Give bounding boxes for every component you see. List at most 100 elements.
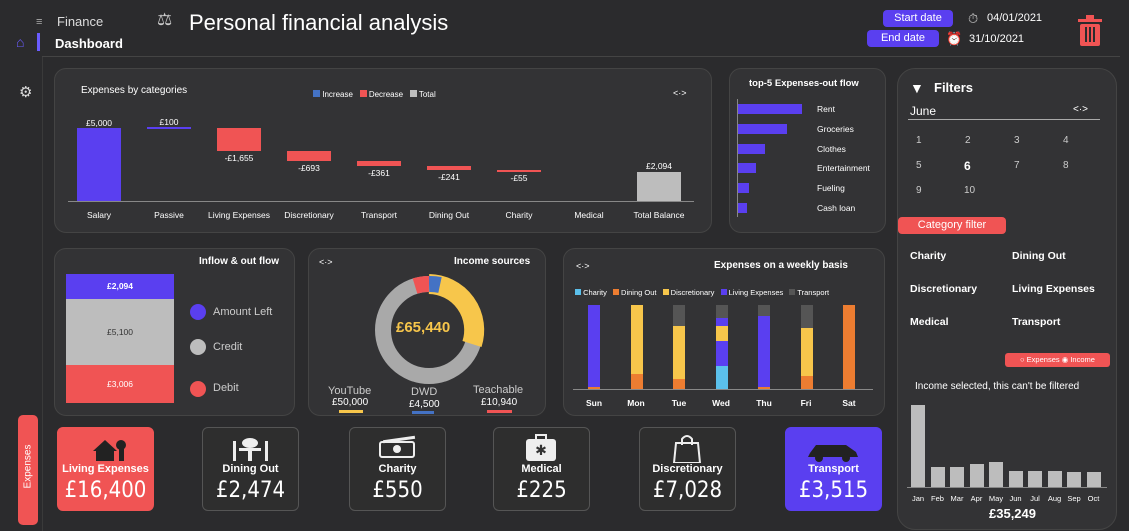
- month-bar: [989, 462, 1003, 487]
- weekly-bar-segment: [588, 386, 600, 389]
- top5-bar: [738, 124, 787, 134]
- month-nav-icon[interactable]: <·>: [1073, 104, 1089, 115]
- filters-title: Filters: [934, 80, 974, 95]
- card-living-expenses[interactable]: Living Expenses £16,400: [57, 427, 154, 511]
- month-label: Jul: [1030, 494, 1040, 503]
- home-icon[interactable]: ⌂: [16, 34, 25, 50]
- month-bar: [950, 467, 964, 487]
- month-bar: [930, 467, 945, 487]
- header-divider: [42, 56, 1120, 57]
- wl-charity: Charity: [583, 288, 607, 297]
- top5-bar: [738, 104, 802, 114]
- start-date-button[interactable]: Start date: [883, 10, 953, 27]
- day-7[interactable]: 7: [1014, 160, 1020, 171]
- weekly-bar-segment: [715, 365, 728, 389]
- day-6-selected[interactable]: 6: [964, 159, 971, 173]
- wf-bar-total: [637, 172, 681, 201]
- day-10[interactable]: 10: [964, 185, 976, 196]
- filters-panel: [897, 68, 1117, 530]
- nav-finance[interactable]: Finance: [57, 14, 104, 29]
- wf-cat-dining: Dining Out: [428, 210, 470, 220]
- cat-charity[interactable]: Charity: [910, 250, 947, 262]
- expand-icon[interactable]: <·>: [673, 88, 687, 98]
- cat-transport[interactable]: Transport: [1012, 316, 1061, 328]
- top5-label-fueling: Fueling: [817, 183, 845, 193]
- cat-discretionary[interactable]: Discretionary: [910, 283, 978, 295]
- month-bar: [969, 464, 984, 487]
- wk-fri: Fri: [800, 398, 812, 408]
- card-discretionary-label: Discretionary: [652, 463, 723, 475]
- source-dwd-bar: [412, 411, 434, 414]
- weekly-bar-segment: [758, 305, 770, 316]
- wf-val-passive: £100: [159, 117, 179, 127]
- expenses-tab[interactable]: Expenses: [18, 415, 38, 525]
- card-dining-label: Dining Out: [222, 463, 279, 475]
- cat-medical[interactable]: Medical: [910, 316, 949, 328]
- day-5[interactable]: 5: [916, 160, 922, 171]
- month-select[interactable]: June: [910, 104, 937, 118]
- weekly-bar-segment: [715, 305, 728, 318]
- wf-cat-medical: Medical: [574, 210, 604, 220]
- wf-axis: [68, 201, 694, 202]
- day-8[interactable]: 8: [1063, 160, 1069, 171]
- category-filter-button[interactable]: Category filter: [898, 217, 1006, 234]
- wf-bar-dining: [427, 166, 471, 170]
- top5-bar: [738, 144, 765, 154]
- legend-credit: Credit: [213, 341, 243, 353]
- inflow-amount-left: £2,094: [66, 274, 174, 299]
- card-medical[interactable]: ✱ Medical £225: [493, 427, 590, 511]
- scale-icon: ⚖: [157, 10, 173, 29]
- cat-living[interactable]: Living Expenses: [1012, 283, 1095, 295]
- card-living-label: Living Expenses: [62, 463, 149, 475]
- legend-amount-left: Amount Left: [213, 306, 273, 318]
- wf-cat-transport: Transport: [360, 210, 398, 220]
- card-living-value: £16,400: [64, 478, 147, 503]
- weekly-legend: Charity Dining Out Discretionary Living …: [575, 288, 829, 297]
- day-1[interactable]: 1: [916, 135, 922, 146]
- expenses-income-toggle[interactable]: ○ Expenses ◉ Income: [1005, 353, 1110, 367]
- card-charity[interactable]: Charity £550: [349, 427, 446, 511]
- inflow-val-debit: £3,006: [107, 379, 133, 389]
- wf-cat-discretionary: Discretionary: [284, 210, 334, 220]
- expenses-by-categories-panel: [54, 68, 712, 233]
- radio-expenses-icon: ○: [1020, 355, 1025, 364]
- card-charity-value: £550: [372, 478, 423, 503]
- cat-dining[interactable]: Dining Out: [1012, 250, 1066, 262]
- card-dining-out[interactable]: Dining Out £2,474: [202, 427, 299, 511]
- house-icon: [93, 440, 126, 461]
- wf-val-salary: £5,000: [86, 118, 112, 128]
- income-donut: [375, 274, 485, 384]
- month-label: Aug: [1047, 494, 1062, 503]
- card-transport[interactable]: Transport £3,515: [785, 427, 882, 511]
- income-title: Income sources: [454, 256, 531, 267]
- weekly-bar-segment: [715, 326, 728, 341]
- wk-wed: Wed: [712, 398, 730, 408]
- wf-val-charity: -£55: [510, 173, 528, 183]
- weekly-bar-segment: [800, 305, 813, 329]
- weekly-bar-segment: [715, 317, 728, 326]
- nav-dashboard[interactable]: Dashboard: [55, 36, 123, 51]
- end-date-button[interactable]: End date: [867, 30, 939, 47]
- day-2[interactable]: 2: [965, 135, 971, 146]
- menu-icon[interactable]: ≡: [36, 16, 43, 28]
- weekly-bar-segment: [588, 305, 600, 387]
- settings-icon[interactable]: ⚙: [19, 84, 33, 101]
- wf-cat-passive: Passive: [154, 210, 184, 220]
- weekly-expand-icon[interactable]: <·>: [576, 261, 590, 271]
- weekly-axis: [573, 389, 873, 390]
- legend-dot-credit: [190, 339, 206, 355]
- month-bar: [1067, 472, 1081, 487]
- source-teachable-bar: [487, 410, 512, 413]
- source-dwd-name: DWD: [411, 386, 438, 398]
- wf-cat-total: Total Balance: [633, 210, 685, 220]
- top5-label-cashloan: Cash loan: [817, 203, 856, 213]
- income-expand-icon[interactable]: <·>: [319, 257, 333, 267]
- card-discretionary[interactable]: Discretionary £7,028: [639, 427, 736, 511]
- day-4[interactable]: 4: [1063, 135, 1069, 146]
- wl-transport: Transport: [797, 288, 830, 297]
- top5-title: top-5 Expenses-out flow: [749, 78, 859, 89]
- day-9[interactable]: 9: [916, 185, 922, 196]
- day-3[interactable]: 3: [1014, 135, 1020, 146]
- legend-dot-amount-left: [190, 304, 206, 320]
- trash-icon[interactable]: [1076, 15, 1104, 47]
